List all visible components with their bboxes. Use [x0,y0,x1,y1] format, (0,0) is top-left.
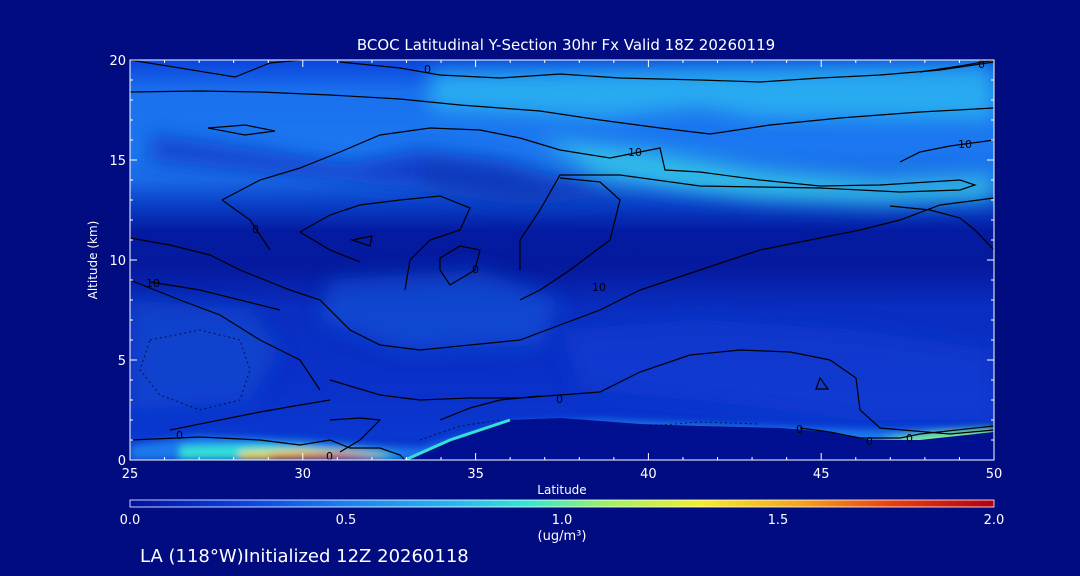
contour-line [889,205,994,251]
y-tick-label: 5 [118,354,126,369]
colorbar-tick-label: 2.0 [984,513,1005,528]
contour-labels: 0 0 10 10 0 10 0 10 0 0 0 0 0 0 [146,58,985,463]
contour-line-dashed [139,329,251,411]
contour-line [519,177,621,301]
west-plume [130,300,280,410]
contour-line [299,231,361,263]
contour-line [329,417,382,453]
contour-label: 0 [176,429,183,442]
contour-line [149,281,281,311]
y-tick-label: 20 [109,54,126,69]
contour-line-dashed [649,421,761,427]
concentration-field [130,60,994,460]
colorbar-tick-label: 1.5 [768,513,789,528]
x-tick-label: 35 [467,467,484,482]
contour-label: 10 [628,146,642,159]
contour-lines [130,60,994,460]
contour-label: 0 [866,435,873,448]
axes: 25 30 35 40 45 50 0 5 10 15 20 [109,54,1002,482]
contour-line [207,124,276,136]
contour-line [349,235,373,247]
contour-label: 0 [978,58,985,71]
dark-wedge [420,160,640,205]
colorbar [129,499,995,508]
contour-line [130,197,994,351]
contour-label: 0 [252,223,259,236]
contour-line [299,195,471,291]
dashed-contours [139,329,761,441]
contour-label: 0 [556,393,563,406]
contour-line [799,425,994,439]
contour-line [221,127,977,270]
contour-line [169,399,331,431]
colorbar-tick-label: 1.0 [552,513,573,528]
contour-label: 0 [472,263,479,276]
y-tick-label: 15 [109,154,126,169]
contour-line [130,279,321,391]
x-tick-label: 50 [986,467,1003,482]
contour-line [439,395,541,421]
contour-label: 0 [796,423,803,436]
colorbar-tick-label: 0.5 [336,513,357,528]
contour-line [130,90,994,135]
mid-plume [320,270,560,350]
surface-hotspot-core [270,453,385,460]
contour-line [439,245,481,286]
contour-label: 10 [592,281,606,294]
contour-line [899,139,994,163]
colorbar-unit-label: (ug/m³) [538,529,587,544]
contour-line [221,199,271,251]
tropopause-bright-band [540,140,994,205]
contour-label: 10 [958,138,972,151]
contour-label: 0 [906,432,913,445]
colorbar-tick-label: 0.0 [120,513,141,528]
contour-line [130,60,301,78]
x-tick-label: 30 [295,467,312,482]
contour-line [815,376,830,390]
colorbar-ticks: 0.0 0.5 1.0 1.5 2.0 [120,513,1005,528]
y-tick-label: 0 [118,454,126,469]
y-tick-label: 10 [109,254,126,269]
contour-label: 10 [146,277,160,290]
lower-plume [560,320,994,420]
contour-line [130,436,406,460]
contour-line [329,349,994,435]
contour-label: 0 [326,450,333,463]
y-axis-label: Altitude (km) [86,221,100,300]
contour-label: 0 [424,63,431,76]
x-tick-label: 25 [122,467,139,482]
x-axis-label: Latitude [537,483,586,497]
terrain [405,418,994,460]
terrain-edge [404,418,511,460]
footer-text: LA (118°W)Initialized 12Z 20260118 [140,546,469,567]
contour-line [919,60,994,73]
x-tick-label: 45 [813,467,830,482]
contour-line [339,61,994,83]
chart-title: BCOC Latitudinal Y-Section 30hr Fx Valid… [357,36,775,54]
x-tick-label: 40 [640,467,657,482]
